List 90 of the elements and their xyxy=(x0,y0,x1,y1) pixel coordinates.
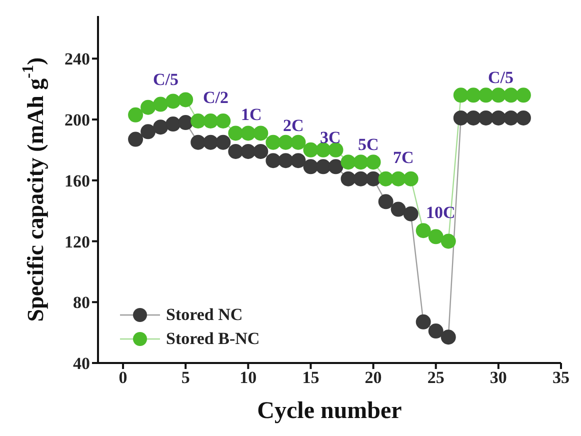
point xyxy=(278,153,294,168)
y-tick-label: 240 xyxy=(64,50,90,69)
annotation: C/5 xyxy=(488,68,514,88)
point xyxy=(490,88,506,103)
y-tick-label: 40 xyxy=(73,354,90,374)
point xyxy=(316,142,331,158)
point xyxy=(516,110,531,126)
point xyxy=(428,229,444,244)
point xyxy=(340,154,356,170)
annotation: 3C xyxy=(320,128,341,148)
x-tick-label: 25 xyxy=(427,368,444,388)
x-tick-label: 0 xyxy=(118,368,128,388)
annotation: 5C xyxy=(358,135,379,155)
point xyxy=(203,114,218,129)
point xyxy=(478,110,494,126)
point xyxy=(353,154,368,170)
point xyxy=(178,92,194,108)
point xyxy=(203,134,218,150)
annotation: 2C xyxy=(283,116,304,136)
point xyxy=(390,202,406,217)
point xyxy=(378,171,394,186)
x-tick-label: 15 xyxy=(302,368,320,388)
point xyxy=(490,110,506,126)
point xyxy=(328,142,344,158)
annotation: C/2 xyxy=(203,88,228,108)
y-tick-label: 120 xyxy=(64,232,90,252)
point xyxy=(240,126,256,141)
point xyxy=(340,171,356,186)
point xyxy=(328,159,344,174)
point xyxy=(503,110,518,126)
point xyxy=(190,134,206,150)
legend-label: Stored NC xyxy=(166,305,243,325)
point xyxy=(403,206,418,222)
x-tick-label: 10 xyxy=(240,368,257,388)
legend-label: Stored B-NC xyxy=(166,329,260,349)
point xyxy=(190,114,206,129)
point xyxy=(216,114,231,129)
point xyxy=(366,171,381,186)
point xyxy=(440,234,456,249)
point xyxy=(278,134,294,150)
annotation: 1C xyxy=(241,105,262,125)
annotation: 10C xyxy=(426,203,456,223)
point xyxy=(466,88,481,103)
point xyxy=(440,330,456,345)
point xyxy=(416,314,431,330)
point xyxy=(228,144,244,159)
point xyxy=(140,100,156,115)
point xyxy=(390,171,406,186)
point xyxy=(240,144,256,159)
x-tick-label: 5 xyxy=(181,368,190,388)
point xyxy=(366,154,381,170)
point xyxy=(178,115,194,130)
point xyxy=(516,88,531,103)
point xyxy=(503,88,518,103)
point xyxy=(266,153,281,168)
y-tick-label: 80 xyxy=(73,293,90,312)
point xyxy=(253,144,268,159)
point xyxy=(228,126,244,141)
point xyxy=(453,110,468,126)
point xyxy=(153,120,168,135)
annotation: C/5 xyxy=(153,70,178,90)
point xyxy=(303,142,318,158)
point xyxy=(128,132,144,147)
point xyxy=(153,96,168,112)
point xyxy=(416,223,431,238)
x-tick-label: 20 xyxy=(364,368,382,388)
point xyxy=(290,153,306,168)
point xyxy=(166,94,181,109)
point xyxy=(466,110,481,126)
x-tick-label: 35 xyxy=(552,368,570,388)
point xyxy=(140,124,156,140)
y-tick-label: 200 xyxy=(64,110,90,130)
point xyxy=(216,134,231,150)
point xyxy=(453,88,468,103)
point xyxy=(253,126,268,141)
point xyxy=(166,116,181,132)
point xyxy=(316,159,331,174)
annotation: 7C xyxy=(393,148,414,168)
x-tick-label: 30 xyxy=(490,368,507,388)
point xyxy=(378,194,394,210)
point xyxy=(428,324,444,339)
point xyxy=(290,134,306,150)
point xyxy=(353,171,368,186)
point xyxy=(478,88,494,103)
x-axis-title: Cycle number xyxy=(257,398,402,424)
point xyxy=(403,171,418,186)
point xyxy=(303,159,318,174)
y-tick-label: 160 xyxy=(64,171,90,190)
point xyxy=(266,134,281,150)
point xyxy=(128,107,144,122)
